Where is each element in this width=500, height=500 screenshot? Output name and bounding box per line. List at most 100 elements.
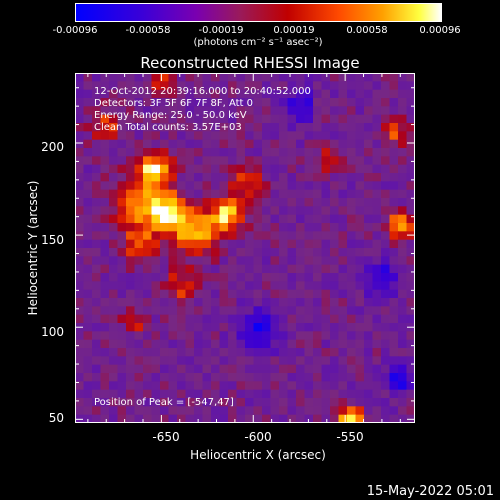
heatmap-cell bbox=[202, 198, 212, 207]
heatmap-cell bbox=[330, 89, 340, 99]
heatmap-cell bbox=[372, 156, 382, 166]
heatmap-cell bbox=[279, 281, 289, 291]
heatmap-cell bbox=[100, 373, 110, 382]
heatmap-cell bbox=[134, 239, 144, 249]
heatmap-cell bbox=[287, 373, 297, 382]
heatmap-cell bbox=[321, 114, 331, 124]
heatmap-cell bbox=[143, 273, 153, 282]
heatmap-cell bbox=[398, 181, 408, 191]
heatmap-cell bbox=[313, 256, 323, 266]
heatmap-cell bbox=[151, 406, 161, 416]
heatmap-cell bbox=[389, 114, 399, 124]
heatmap-cell bbox=[92, 223, 102, 232]
heatmap-cell bbox=[92, 239, 102, 249]
heatmap-cell bbox=[151, 373, 161, 382]
heatmap-cell bbox=[330, 181, 340, 191]
heatmap-cell bbox=[406, 398, 415, 407]
heatmap-cell bbox=[236, 373, 246, 382]
heatmap-cell bbox=[228, 198, 238, 207]
heatmap-cell bbox=[321, 81, 331, 91]
heatmap-cell bbox=[83, 239, 93, 249]
heatmap-cell bbox=[279, 81, 289, 91]
heatmap-cell bbox=[313, 356, 323, 366]
heatmap-cell bbox=[185, 148, 195, 157]
heatmap-cell bbox=[245, 189, 255, 199]
heatmap-cell bbox=[126, 356, 136, 366]
heatmap-cell bbox=[398, 131, 408, 141]
heatmap-cell bbox=[177, 398, 187, 407]
heatmap-cell bbox=[100, 306, 110, 316]
heatmap-cell bbox=[117, 248, 127, 257]
heatmap-cell bbox=[389, 89, 399, 99]
heatmap-cell bbox=[236, 206, 246, 216]
heatmap-cell bbox=[202, 306, 212, 316]
heatmap-cell bbox=[83, 356, 93, 366]
heatmap-cell bbox=[313, 123, 323, 132]
heatmap-cell bbox=[330, 131, 340, 141]
heatmap-cell bbox=[219, 214, 229, 224]
heatmap-cell bbox=[296, 348, 306, 357]
heatmap-cell bbox=[245, 223, 255, 232]
heatmap-cell bbox=[126, 348, 136, 357]
heatmap-cell bbox=[194, 131, 204, 141]
heatmap-cell bbox=[109, 414, 119, 423]
heatmap-cell bbox=[236, 298, 246, 307]
heatmap-cell bbox=[245, 156, 255, 166]
heatmap-cell bbox=[372, 256, 382, 266]
heatmap-cell bbox=[364, 223, 374, 232]
heatmap-cell bbox=[185, 123, 195, 132]
heatmap-cell bbox=[381, 89, 391, 99]
heatmap-cell bbox=[211, 156, 221, 166]
heatmap-cell bbox=[296, 73, 306, 82]
heatmap-cell bbox=[406, 256, 415, 266]
heatmap-cell bbox=[270, 339, 280, 349]
heatmap-cell bbox=[296, 298, 306, 307]
heatmap-cell bbox=[287, 131, 297, 141]
heatmap-cell bbox=[304, 73, 314, 82]
heatmap-cell bbox=[219, 106, 229, 116]
heatmap-cell bbox=[202, 81, 212, 91]
heatmap-cell bbox=[109, 139, 119, 149]
heatmap-cell bbox=[168, 356, 178, 366]
heatmap-cell bbox=[321, 73, 331, 82]
heatmap-cell bbox=[279, 239, 289, 249]
heatmap-cell bbox=[194, 314, 204, 324]
heatmap-cell bbox=[406, 331, 415, 341]
heatmap-cell bbox=[83, 348, 93, 357]
heatmap-cell bbox=[253, 356, 263, 366]
heatmap-cell bbox=[296, 148, 306, 157]
heatmap-cell bbox=[279, 223, 289, 232]
heatmap-cell bbox=[185, 206, 195, 216]
heatmap-cell bbox=[168, 331, 178, 341]
heatmap-cell bbox=[83, 131, 93, 141]
heatmap-cell bbox=[287, 106, 297, 116]
heatmap-cell bbox=[398, 298, 408, 307]
heatmap-cell bbox=[117, 114, 127, 124]
heatmap-cell bbox=[185, 256, 195, 266]
heatmap-cell bbox=[338, 181, 348, 191]
heatmap-cell bbox=[177, 248, 187, 257]
heatmap-cell bbox=[270, 381, 280, 391]
heatmap-cell bbox=[270, 306, 280, 316]
colorbar-unit-label: (photons cm⁻² s⁻¹ asec⁻²) bbox=[193, 37, 323, 48]
heatmap-cell bbox=[185, 131, 195, 141]
heatmap-cell bbox=[211, 123, 221, 132]
heatmap-cell bbox=[406, 106, 415, 116]
heatmap-cell bbox=[117, 81, 127, 91]
heatmap-cell bbox=[338, 364, 348, 374]
heatmap-cell bbox=[372, 289, 382, 299]
heatmap-cell bbox=[75, 148, 85, 157]
heatmap-cell bbox=[117, 264, 127, 274]
heatmap-cell bbox=[92, 131, 102, 141]
heatmap-cell bbox=[211, 323, 221, 332]
heatmap-cell bbox=[330, 73, 340, 82]
heatmap-cell bbox=[321, 339, 331, 349]
heatmap-cell bbox=[279, 198, 289, 207]
heatmap-cell bbox=[338, 331, 348, 341]
heatmap-cell bbox=[75, 173, 85, 182]
heatmap-cell bbox=[296, 356, 306, 366]
heatmap-cell bbox=[211, 306, 221, 316]
heatmap-cell bbox=[160, 364, 170, 374]
heatmap-cell bbox=[406, 148, 415, 157]
heatmap-cell bbox=[347, 414, 357, 423]
